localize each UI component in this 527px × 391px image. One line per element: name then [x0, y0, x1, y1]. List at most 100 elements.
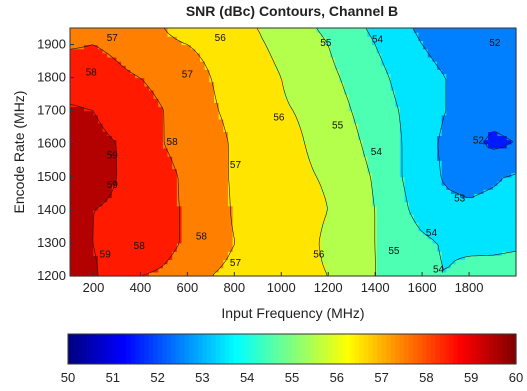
contour-fill-cell [302, 110, 308, 116]
contour-fill-cell [316, 247, 322, 252]
contour-fill-cell [158, 226, 164, 232]
contour-fill-cell [204, 114, 210, 120]
contour-fill-cell [474, 214, 480, 219]
contour-fill-cell [395, 152, 401, 157]
contour-fill-cell [432, 263, 438, 269]
contour-fill-cell [148, 193, 155, 199]
contour-fill-cell [488, 65, 494, 70]
contour-fill-cell [362, 176, 368, 182]
contour-fill-cell [441, 110, 447, 116]
contour-fill-cell [139, 131, 145, 137]
contour-fill-cell [241, 65, 248, 70]
contour-fill-cell [502, 201, 508, 207]
contour-fill-cell [399, 214, 406, 219]
contour-fill-cell [186, 255, 192, 261]
contour-fill-cell [139, 238, 145, 244]
contour-fill-cell [497, 242, 503, 248]
contour-fill-cell [251, 110, 257, 116]
contour-fill-cell [478, 131, 485, 137]
contour-fill-cell [70, 172, 76, 178]
contour-fill-cell [413, 160, 420, 165]
contour-fill-cell [79, 106, 85, 112]
contour-fill-cell [358, 147, 364, 153]
contour-fill-cell [135, 143, 141, 149]
contour-fill-cell [195, 234, 201, 240]
contour-fill-cell [125, 102, 131, 108]
contour-fill-cell [385, 197, 392, 203]
contour-fill-cell [237, 65, 243, 70]
contour-fill-cell [302, 263, 308, 269]
contour-fill-cell [464, 152, 471, 157]
contour-fill-cell [260, 234, 266, 240]
contour-fill-cell [334, 180, 341, 186]
contour-fill-cell [511, 214, 517, 219]
contour-fill-cell [241, 127, 248, 132]
contour-fill-cell [181, 238, 187, 244]
contour-fill-cell [288, 209, 294, 215]
contour-fill-cell [214, 131, 220, 137]
contour-fill-cell [409, 271, 415, 277]
contour-fill-cell [306, 160, 313, 165]
contour-fill-cell [251, 143, 257, 149]
contour-fill-cell [130, 180, 136, 186]
contour-fill-cell [274, 251, 280, 256]
contour-fill-cell [269, 172, 276, 178]
contour-fill-cell [209, 172, 215, 178]
contour-fill-cell [70, 143, 76, 149]
contour-fill-cell [488, 214, 494, 219]
contour-fill-cell [111, 152, 118, 157]
contour-fill-cell [381, 152, 387, 157]
contour-fill-cell [334, 255, 341, 261]
contour-fill-cell [130, 131, 136, 137]
contour-fill-cell [446, 102, 452, 108]
contour-fill-cell [241, 189, 248, 194]
contour-fill-cell [293, 251, 299, 256]
contour-fill-cell [218, 238, 224, 244]
contour-fill-cell [506, 135, 512, 141]
contour-fill-cell [93, 152, 99, 157]
contour-fill-cell [214, 147, 220, 153]
contour-fill-cell [506, 238, 512, 244]
contour-fill-cell [176, 127, 183, 132]
contour-fill-cell [423, 238, 429, 244]
contour-fill-cell [83, 263, 90, 269]
contour-fill-cell [450, 127, 457, 132]
contour-fill-cell [311, 172, 317, 178]
contour-fill-cell [83, 85, 90, 91]
contour-fill-cell [437, 222, 443, 227]
contour-fill-cell [325, 110, 331, 116]
contour-fill-cell [88, 69, 94, 75]
contour-fill-cell [455, 164, 461, 170]
contour-fill-cell [502, 176, 508, 182]
contour-fill-cell [288, 247, 294, 252]
contour-fill-cell [399, 247, 406, 252]
contour-fill-cell [79, 172, 85, 178]
contour-fill-cell [144, 98, 150, 103]
contour-fill-cell [367, 65, 373, 70]
contour-fill-cell [492, 61, 499, 66]
contour-fill-cell [362, 205, 368, 211]
contour-fill-cell [102, 135, 108, 141]
contour-fill-cell [469, 209, 475, 215]
contour-fill-cell [279, 230, 285, 236]
contour-fill-cell [181, 218, 187, 223]
contour-fill-cell [223, 247, 229, 252]
contour-fill-cell [339, 238, 345, 244]
contour-fill-cell [413, 238, 420, 244]
contour-fill-cell [385, 234, 392, 240]
contour-fill-cell [446, 106, 452, 112]
contour-fill-cell [474, 65, 480, 70]
contour-fill-cell [441, 230, 447, 236]
contour-fill-cell [409, 131, 415, 137]
contour-fill-cell [204, 61, 210, 66]
contour-fill-cell [274, 143, 280, 149]
contour-fill-cell [209, 164, 215, 170]
contour-fill-cell [325, 77, 331, 83]
contour-fill-cell [214, 172, 220, 178]
contour-fill-cell [390, 267, 396, 273]
contour-fill-cell [399, 226, 406, 232]
contour-fill-cell [464, 193, 471, 199]
contour-fill-cell [395, 143, 401, 149]
contour-fill-cell [395, 234, 401, 240]
contour-fill-cell [376, 214, 382, 219]
